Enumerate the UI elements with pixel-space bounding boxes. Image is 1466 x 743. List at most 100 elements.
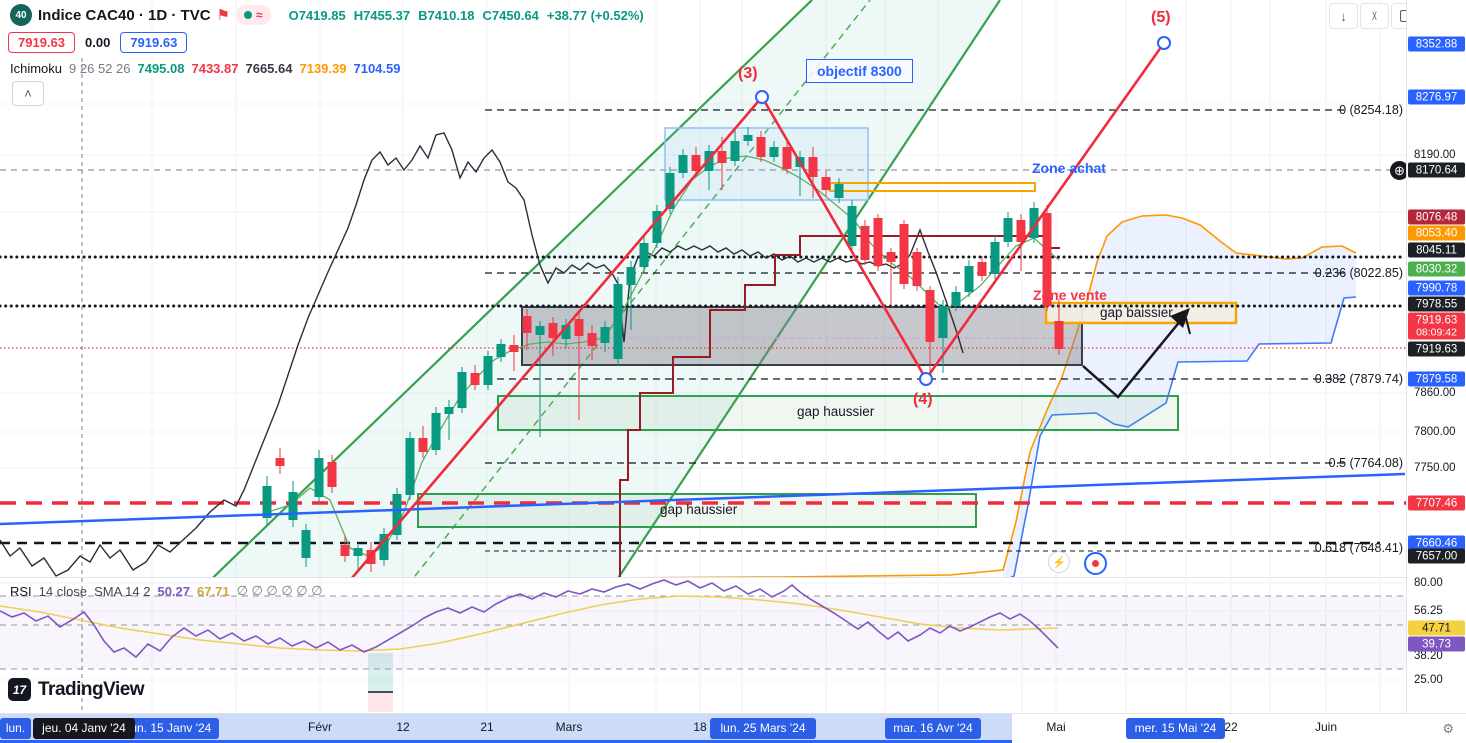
price-badge[interactable]: 7990.78: [1408, 280, 1465, 296]
gap-baissier-label[interactable]: gap baissier: [1100, 305, 1173, 320]
channel-right-line[interactable]: [607, 0, 1001, 595]
time-range-blue-line: [0, 740, 1012, 743]
candle: [314, 450, 324, 502]
flag-icon[interactable]: ⚑: [216, 7, 230, 24]
candle: [886, 248, 896, 307]
target-button[interactable]: [1084, 552, 1107, 575]
price-badge[interactable]: 7707.46: [1408, 495, 1465, 511]
ichimoku-leada-value: 7139.39: [299, 61, 347, 76]
price-tick: 7750.00: [1414, 462, 1456, 474]
candle: [600, 321, 610, 352]
candle: [431, 407, 441, 455]
price-axis[interactable]: 8190.00 7860.00 7800.00 7750.00 80.00 56.25 38…: [1406, 0, 1466, 713]
price-badge[interactable]: 8045.11: [1408, 242, 1465, 258]
timezone-settings-gear-icon[interactable]: ⚙: [1442, 721, 1454, 736]
gap-haussier-1-box[interactable]: [497, 395, 1179, 431]
gap-arrow-head: [1170, 308, 1190, 328]
price-badge[interactable]: 47.71: [1408, 620, 1465, 636]
wave-3-label[interactable]: (3): [738, 65, 758, 82]
candle: [509, 335, 519, 371]
channel-mid-line[interactable]: [400, 0, 871, 595]
position-risk-box[interactable]: [368, 692, 393, 713]
price-badge[interactable]: 8276.97: [1408, 89, 1465, 105]
time-label: Mars: [555, 720, 583, 734]
tradingview-logo-icon: 17: [8, 678, 31, 701]
time-label: 22: [1224, 720, 1238, 734]
position-profit-box[interactable]: [368, 653, 393, 692]
wave-4-label[interactable]: (4): [913, 391, 933, 408]
time-badge[interactable]: lun. 25 Mars '24: [710, 718, 816, 739]
candle: [873, 214, 883, 271]
buy-button[interactable]: 7919.63: [120, 32, 188, 53]
gridlines: [0, 0, 1406, 577]
gap-haussier-2-label[interactable]: gap haussier: [660, 502, 738, 517]
candle: [262, 476, 272, 526]
download-button[interactable]: ↓: [1329, 3, 1358, 29]
gap-arrow-line[interactable]: [1082, 313, 1187, 399]
tradingview-logo-text: TradingView: [38, 678, 145, 700]
tradingview-logo[interactable]: 17 TradingView: [8, 678, 145, 701]
collapse-pane-icon: ˅ ˄: [1371, 8, 1378, 23]
objectif-label-box[interactable]: objectif 8300: [806, 59, 913, 83]
price-badge[interactable]: 7657.00: [1408, 548, 1465, 564]
rsi-pane[interactable]: [0, 578, 1406, 713]
gap-haussier-1-label[interactable]: gap haussier: [797, 404, 875, 419]
symbol-title[interactable]: Indice CAC40 · 1D · TVC: [38, 6, 211, 24]
time-badge[interactable]: lun. 15 Janv '24: [120, 718, 219, 739]
channel-left-line[interactable]: [195, 0, 813, 595]
zone-achat-label[interactable]: Zone achat: [1032, 160, 1106, 176]
candle: [379, 528, 389, 566]
candle: [301, 524, 311, 567]
time-badge[interactable]: mer. 15 Mai '24: [1126, 718, 1225, 739]
price-badge[interactable]: 8352.88: [1408, 36, 1465, 52]
rsi-sma-line: [0, 595, 1059, 652]
candle: [769, 141, 779, 162]
time-badge[interactable]: mar. 16 Avr '24: [885, 718, 981, 739]
price-badge[interactable]: 39.73: [1408, 636, 1465, 652]
collapse-pane-button[interactable]: ˅ ˄: [1360, 3, 1389, 29]
candle: [574, 313, 584, 420]
candle: [938, 300, 948, 373]
price-badge[interactable]: 8030.32: [1408, 261, 1465, 277]
time-badge[interactable]: lun.: [0, 718, 31, 739]
price-tick: 56.25: [1414, 605, 1443, 617]
zone-vente-label[interactable]: Zone vente: [1033, 287, 1107, 303]
wave-anchor-point[interactable]: [919, 372, 933, 386]
price-badge[interactable]: 8170.64: [1408, 162, 1465, 178]
close-value: C7450.64: [482, 7, 539, 23]
price-badge[interactable]: 8076.48: [1408, 209, 1465, 225]
price-badge[interactable]: 7660.46: [1408, 535, 1465, 551]
price-badge[interactable]: 7978.55: [1408, 296, 1465, 312]
rsi-name: RSI: [10, 583, 32, 599]
candle: [808, 147, 818, 198]
wave-anchor-point[interactable]: [755, 90, 769, 104]
price-badge[interactable]: 7879.58: [1408, 371, 1465, 387]
kijun-line: [619, 235, 1060, 577]
gap-baissier-box[interactable]: [1044, 301, 1238, 325]
wave-5-label[interactable]: (5): [1151, 9, 1171, 26]
time-axis[interactable]: ⚙ Févr 12 21 Mars 18 Mai 22 Juin lun. 15 Janv '2…: [0, 713, 1466, 743]
symbol-logo[interactable]: 40: [10, 4, 32, 26]
add-alert-plus-button[interactable]: ⊕: [1390, 161, 1409, 180]
price-badge[interactable]: 7919.63: [1408, 341, 1465, 357]
main-pane[interactable]: [0, 0, 1406, 595]
time-badge[interactable]: jeu. 04 Janv '24: [33, 718, 135, 739]
ichimoku-legend[interactable]: Ichimoku 9 26 52 26 7495.08 7433.87 7665…: [10, 61, 400, 76]
fib-level-label: 0.5 (7764.08): [1328, 456, 1403, 470]
market-status-pill[interactable]: ≈: [235, 5, 271, 25]
fib-level-label: 0.236 (8022.85): [1314, 266, 1403, 280]
approx-icon: ≈: [255, 8, 263, 22]
candle: [925, 286, 935, 375]
wave-anchor-point[interactable]: [1157, 36, 1171, 50]
rsi-legend[interactable]: RSI 14 close SMA 14 2 50.27 67.71 ∅ ∅ ∅ …: [10, 583, 323, 599]
high-value: H7455.37: [353, 7, 411, 23]
price-badge[interactable]: 8053.40: [1408, 225, 1465, 241]
lightning-trade-button[interactable]: ⚡: [1048, 551, 1070, 573]
blue-trendline[interactable]: [0, 472, 1406, 526]
sell-button[interactable]: 7919.63: [8, 32, 75, 53]
elliott-wave-line[interactable]: [351, 42, 1166, 578]
target-dot-icon: [1092, 560, 1099, 567]
price-badge[interactable]: 7919.63 08:09:42: [1408, 312, 1465, 340]
collapse-legend-button[interactable]: ˄: [12, 81, 44, 106]
